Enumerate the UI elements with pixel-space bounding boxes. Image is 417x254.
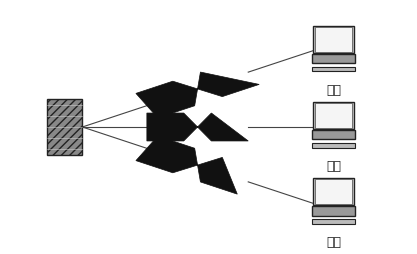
Text: 节点: 节点 [326, 160, 341, 173]
Bar [312, 207, 355, 216]
Text: 节点: 节点 [326, 236, 341, 249]
Bar [312, 143, 355, 148]
Polygon shape [136, 72, 259, 118]
Bar [312, 130, 355, 139]
Bar [47, 99, 82, 155]
Polygon shape [147, 113, 248, 141]
Bar [315, 179, 352, 204]
Bar [315, 27, 352, 52]
Text: 节点: 节点 [326, 84, 341, 97]
Bar [313, 26, 354, 53]
Bar [312, 219, 355, 224]
Bar [312, 67, 355, 71]
Bar [313, 178, 354, 205]
Bar [313, 102, 354, 129]
Bar [315, 103, 352, 128]
Bar [312, 54, 355, 63]
Polygon shape [136, 136, 237, 194]
